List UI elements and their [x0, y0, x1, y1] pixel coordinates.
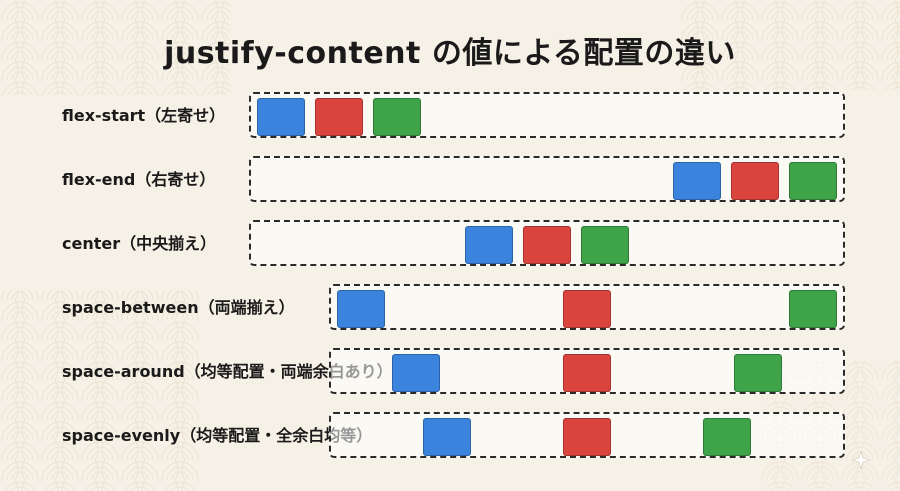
row-label-space-between: space-between（両端揃え）	[62, 298, 295, 317]
sparkle-icon	[852, 451, 870, 469]
page-title: justify-content の値による配置の違い	[164, 36, 736, 71]
row-label-flex-end: flex-end（右寄せ）	[62, 170, 216, 189]
row-label-space-around: space-around（均等配置・両端余白あり）	[62, 362, 393, 381]
flex-item-green	[789, 290, 837, 328]
flex-container-space-around	[329, 348, 845, 394]
flex-item-green	[789, 162, 837, 200]
row-space-evenly: space-evenly（均等配置・全余白均等）	[0, 412, 900, 460]
row-space-around: space-around（均等配置・両端余白あり）	[0, 348, 900, 396]
flex-item-red	[563, 418, 611, 456]
row-label-center: center（中央揃え）	[62, 234, 217, 253]
row-label-space-evenly: space-evenly（均等配置・全余白均等）	[62, 426, 373, 445]
flex-item-blue	[337, 290, 385, 328]
flex-item-red	[523, 226, 571, 264]
flex-item-red	[731, 162, 779, 200]
row-label-flex-start: flex-start（左寄せ）	[62, 106, 226, 125]
flex-item-red	[563, 354, 611, 392]
flex-item-green	[733, 354, 782, 392]
row-flex-start: flex-start（左寄せ）	[0, 92, 900, 140]
flex-item-blue	[392, 354, 441, 392]
row-center: center（中央揃え）	[0, 220, 900, 268]
flex-container-flex-start	[249, 92, 845, 138]
flex-item-blue	[465, 226, 513, 264]
flex-container-flex-end	[249, 156, 845, 202]
flex-item-blue	[423, 418, 471, 456]
flex-item-green	[703, 418, 751, 456]
flex-item-red	[315, 98, 363, 136]
flex-container-center	[249, 220, 845, 266]
row-flex-end: flex-end（右寄せ）	[0, 156, 900, 204]
flex-item-green	[581, 226, 629, 264]
flex-item-red	[563, 290, 611, 328]
flex-item-blue	[257, 98, 305, 136]
flex-item-green	[373, 98, 421, 136]
row-space-between: space-between（両端揃え）	[0, 284, 900, 332]
flex-item-blue	[673, 162, 721, 200]
flex-container-space-between	[329, 284, 845, 330]
flex-container-space-evenly	[329, 412, 845, 458]
